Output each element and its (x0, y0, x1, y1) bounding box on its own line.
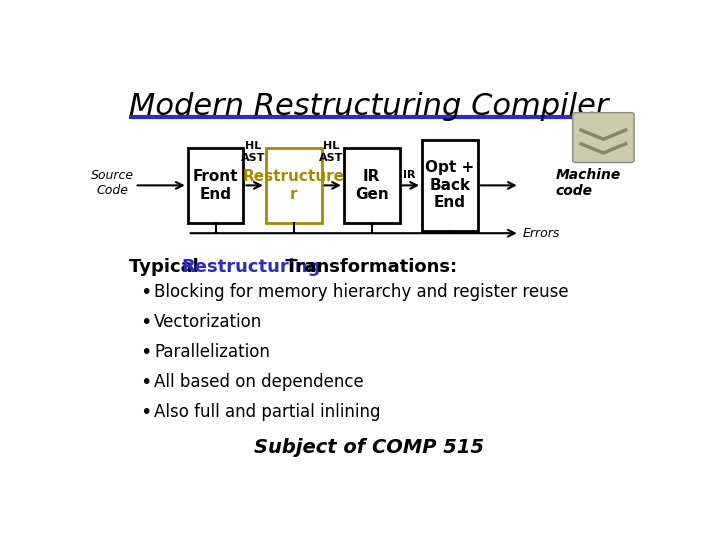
Text: IR
Gen: IR Gen (355, 169, 389, 201)
Text: •: • (140, 313, 152, 332)
Text: Vectorization: Vectorization (154, 313, 262, 331)
Text: Errors: Errors (523, 227, 560, 240)
Text: HL
AST: HL AST (241, 141, 266, 163)
Bar (344, 148, 400, 223)
Text: Transformations:: Transformations: (279, 258, 456, 276)
Text: Typical: Typical (129, 258, 205, 276)
Text: Also full and partial inlining: Also full and partial inlining (154, 403, 381, 421)
Text: IR: IR (403, 170, 416, 180)
Text: •: • (140, 403, 152, 422)
Text: Subject of COMP 515: Subject of COMP 515 (254, 438, 484, 457)
Text: Restructuring: Restructuring (181, 258, 320, 276)
Text: HL
AST: HL AST (320, 141, 344, 163)
Text: •: • (140, 373, 152, 392)
Text: •: • (140, 343, 152, 362)
Text: All based on dependence: All based on dependence (154, 373, 364, 391)
Text: Opt +
Back
End: Opt + Back End (426, 160, 474, 210)
Bar (188, 148, 243, 223)
Text: Blocking for memory hierarchy and register reuse: Blocking for memory hierarchy and regist… (154, 283, 569, 301)
Text: Source
Code: Source Code (91, 170, 134, 197)
Text: Front
End: Front End (193, 169, 238, 201)
Bar (266, 148, 322, 223)
Bar (422, 140, 478, 231)
Text: Modern Restructuring Compiler: Modern Restructuring Compiler (129, 92, 608, 121)
Text: •: • (140, 283, 152, 302)
Text: Restructure
r: Restructure r (243, 169, 345, 201)
Text: Machine
code: Machine code (556, 168, 621, 198)
FancyBboxPatch shape (572, 113, 634, 163)
Text: Parallelization: Parallelization (154, 343, 270, 361)
